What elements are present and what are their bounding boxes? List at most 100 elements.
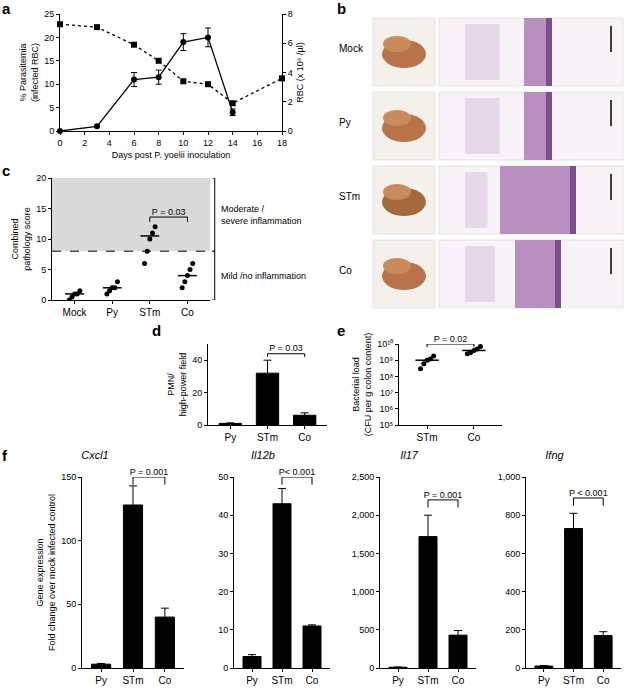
- svg-text:P = 0.02: P = 0.02: [434, 334, 468, 344]
- svg-text:Co: Co: [339, 265, 352, 276]
- svg-text:10¹⁰: 10¹⁰: [377, 339, 393, 349]
- svg-text:20: 20: [192, 388, 202, 398]
- svg-text:Mock: Mock: [63, 307, 88, 318]
- svg-text:Py: Py: [224, 432, 236, 443]
- svg-text:12: 12: [203, 138, 213, 148]
- svg-text:0: 0: [57, 138, 62, 148]
- svg-text:2,000: 2,000: [352, 510, 375, 520]
- svg-text:20: 20: [36, 173, 46, 183]
- svg-text:STm: STm: [563, 675, 584, 686]
- svg-text:Py: Py: [106, 307, 118, 318]
- svg-text:200: 200: [505, 625, 520, 635]
- svg-text:Bacterial load(CFU per g colon: Bacterial load(CFU per g colon content): [351, 333, 373, 437]
- svg-text:PMN/high-power field: PMN/high-power field: [166, 353, 188, 417]
- svg-text:STm: STm: [417, 675, 438, 686]
- svg-text:10: 10: [178, 138, 188, 148]
- svg-text:18: 18: [277, 138, 287, 148]
- svg-text:Il17: Il17: [400, 449, 419, 461]
- svg-text:50: 50: [66, 599, 76, 609]
- svg-text:10: 10: [36, 234, 46, 244]
- svg-text:16: 16: [252, 138, 262, 148]
- svg-text:Py: Py: [246, 675, 258, 686]
- svg-text:4: 4: [107, 138, 112, 148]
- svg-text:STm: STm: [257, 432, 278, 443]
- svg-text:Combinedpathology score: Combinedpathology score: [10, 207, 32, 271]
- svg-text:14: 14: [228, 138, 238, 148]
- svg-text:5: 5: [41, 265, 46, 275]
- svg-text:Mock: Mock: [339, 43, 364, 54]
- svg-text:P< 0.001: P< 0.001: [279, 467, 315, 477]
- svg-text:Py: Py: [538, 675, 550, 686]
- svg-text:6: 6: [288, 38, 293, 48]
- svg-text:0: 0: [71, 663, 76, 673]
- svg-text:10: 10: [44, 79, 54, 89]
- svg-text:150: 150: [61, 472, 76, 482]
- svg-text:5: 5: [49, 103, 54, 113]
- svg-text:P = 0.03: P = 0.03: [152, 207, 186, 217]
- svg-text:1,500: 1,500: [352, 549, 375, 559]
- svg-text:10⁸: 10⁸: [379, 372, 393, 382]
- svg-text:10⁵: 10⁵: [379, 420, 393, 430]
- svg-text:Co: Co: [306, 675, 319, 686]
- svg-text:8: 8: [288, 9, 293, 19]
- svg-text:Cxcl1: Cxcl1: [81, 449, 109, 461]
- svg-text:500: 500: [359, 625, 374, 635]
- svg-text:600: 600: [505, 549, 520, 559]
- svg-text:2: 2: [288, 97, 293, 107]
- svg-text:0: 0: [369, 663, 374, 673]
- svg-text:STm: STm: [271, 675, 292, 686]
- svg-text:30: 30: [218, 549, 228, 559]
- svg-text:P = 0.03: P = 0.03: [269, 343, 303, 353]
- svg-text:6: 6: [131, 138, 136, 148]
- svg-text:Il12b: Il12b: [251, 449, 275, 461]
- svg-text:25: 25: [44, 9, 54, 19]
- svg-text:STm: STm: [139, 307, 160, 318]
- svg-text:20: 20: [44, 33, 54, 43]
- svg-text:4: 4: [288, 68, 293, 78]
- svg-text:1,000: 1,000: [498, 472, 521, 482]
- svg-text:STm: STm: [417, 432, 438, 443]
- svg-text:10⁶: 10⁶: [379, 404, 393, 414]
- svg-text:50: 50: [218, 472, 228, 482]
- svg-text:Ifng: Ifng: [545, 449, 564, 461]
- svg-text:Co: Co: [298, 432, 311, 443]
- svg-text:0: 0: [288, 126, 293, 136]
- svg-text:800: 800: [505, 510, 520, 520]
- svg-text:10: 10: [218, 625, 228, 635]
- svg-text:STm: STm: [122, 675, 143, 686]
- svg-text:400: 400: [505, 587, 520, 597]
- svg-text:Py: Py: [392, 675, 404, 686]
- svg-text:P = 0.001: P = 0.001: [130, 467, 169, 477]
- svg-text:2: 2: [82, 138, 87, 148]
- svg-text:Mild /no inflammation: Mild /no inflammation: [221, 271, 306, 281]
- svg-text:8: 8: [156, 138, 161, 148]
- svg-text:Moderate /severe inflammation: Moderate /severe inflammation: [221, 204, 302, 226]
- svg-text:Co: Co: [181, 307, 194, 318]
- svg-text:STm: STm: [339, 191, 360, 202]
- svg-text:15: 15: [44, 56, 54, 66]
- svg-text:10⁹: 10⁹: [379, 355, 393, 365]
- svg-text:0: 0: [49, 126, 54, 136]
- svg-text:15: 15: [36, 204, 46, 214]
- svg-text:40: 40: [218, 510, 228, 520]
- svg-text:0: 0: [41, 295, 46, 305]
- svg-text:Py: Py: [339, 117, 351, 128]
- svg-text:1,000: 1,000: [352, 587, 375, 597]
- svg-text:% Parasitemia(infected RBC): % Parasitemia(infected RBC): [18, 43, 40, 102]
- svg-text:Co: Co: [597, 675, 610, 686]
- svg-text:100: 100: [61, 536, 76, 546]
- svg-text:RBC (x 10⁶ /µl): RBC (x 10⁶ /µl): [295, 42, 305, 102]
- svg-text:0: 0: [197, 420, 202, 430]
- svg-text:40: 40: [192, 355, 202, 365]
- svg-text:2,500: 2,500: [352, 472, 375, 482]
- svg-text:Days post P. yoelii inoculatio: Days post P. yoelii inoculation: [112, 150, 230, 160]
- svg-text:20: 20: [218, 587, 228, 597]
- svg-text:Gene expressionFold change ove: Gene expressionFold change over mock inf…: [35, 494, 57, 651]
- svg-text:P < 0.001: P < 0.001: [569, 488, 608, 498]
- svg-text:0: 0: [223, 663, 228, 673]
- svg-text:Co: Co: [158, 675, 171, 686]
- svg-text:Co: Co: [468, 432, 481, 443]
- svg-text:0: 0: [515, 663, 520, 673]
- svg-text:P = 0.001: P = 0.001: [424, 490, 463, 500]
- svg-text:10⁷: 10⁷: [380, 388, 393, 398]
